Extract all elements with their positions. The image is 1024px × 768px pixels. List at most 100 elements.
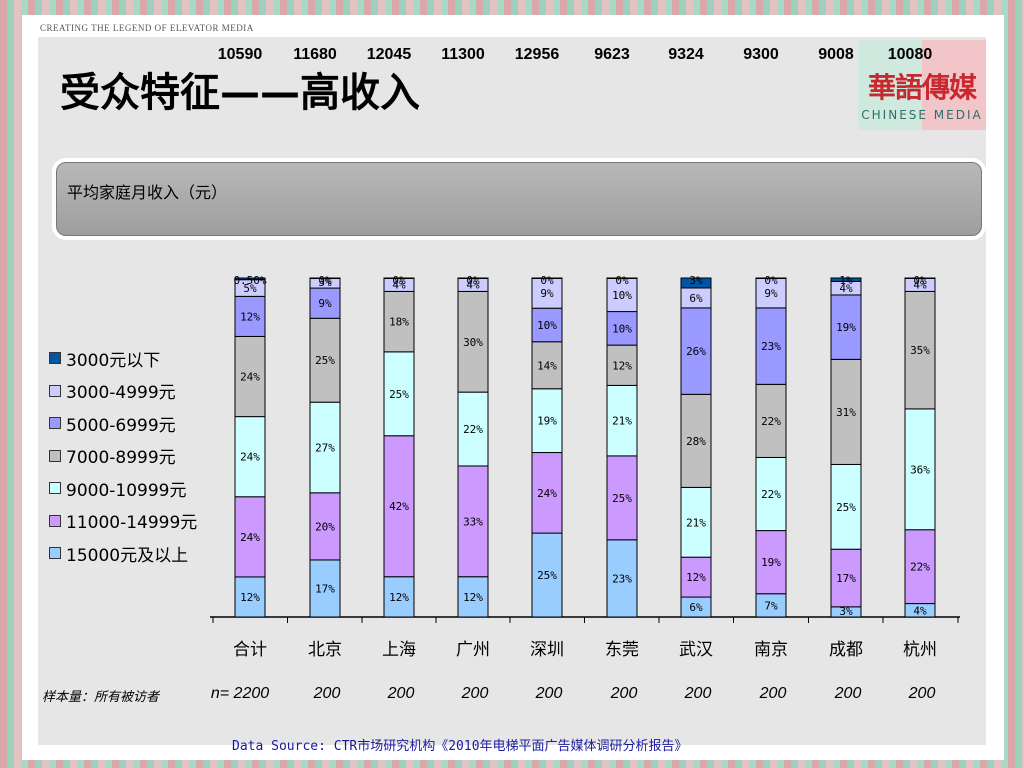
- bar-segment: [531, 532, 563, 618]
- bar-segment: [234, 277, 266, 281]
- data-label: 12%: [389, 591, 409, 604]
- data-label: 20%: [315, 520, 335, 533]
- data-label: 0%: [764, 274, 778, 287]
- sample-size: 200: [461, 685, 489, 702]
- legend-item: 3000-4999元: [49, 375, 197, 408]
- data-label: 24%: [240, 451, 260, 464]
- bar-segment: [383, 290, 415, 353]
- sample-size: 200: [908, 685, 936, 702]
- legend-swatch: [49, 384, 61, 397]
- sample-size: 200: [684, 685, 712, 702]
- data-label: 6%: [689, 601, 703, 614]
- bar-segment: [606, 539, 638, 618]
- category-label: 东莞: [605, 640, 639, 660]
- bar-segment: [383, 277, 415, 279]
- income-value: 12956: [514, 46, 560, 63]
- bar-segment: [309, 559, 341, 618]
- bar-segment: [531, 277, 563, 309]
- income-value: 12045: [366, 46, 412, 63]
- bar-segment: [606, 277, 638, 279]
- bar-segment: [755, 307, 787, 385]
- data-label: 7%: [764, 599, 778, 612]
- legend-swatch: [49, 417, 61, 430]
- data-label: 9%: [318, 297, 332, 310]
- bar-segment: [830, 277, 862, 282]
- data-label: 24%: [240, 371, 260, 384]
- data-label: 0%: [540, 274, 554, 287]
- bar-segment: [830, 358, 862, 465]
- page-title: 受众特征——高收入: [60, 70, 420, 116]
- legend-item: 9000-10999元: [49, 472, 197, 505]
- sample-label: 样本量：所有被访者: [42, 690, 160, 705]
- logo-english-text: CHINESE MEDIA: [861, 108, 983, 122]
- data-label: 9%: [764, 287, 778, 300]
- data-label: 19%: [761, 556, 781, 569]
- sample-size: 200: [759, 685, 787, 702]
- data-label: 4%: [392, 279, 406, 292]
- legend-swatch: [49, 482, 61, 495]
- legend-label: 15000元及以上: [66, 545, 189, 566]
- legend-label: 7000-8999元: [66, 448, 176, 469]
- legend-item: 5000-6999元: [49, 407, 197, 440]
- data-label: 4%: [466, 279, 480, 292]
- bar-segment: [457, 465, 489, 578]
- category-label: 深圳: [530, 640, 564, 660]
- legend-swatch: [49, 352, 61, 365]
- data-label: 25%: [389, 388, 409, 401]
- data-label: 19%: [537, 415, 557, 428]
- sample-size: n= 2200: [210, 685, 270, 702]
- category-label: 北京: [308, 640, 342, 660]
- legend-item: 11000-14999元: [49, 505, 197, 538]
- data-label: 3%: [689, 274, 703, 287]
- data-label: 12%: [612, 359, 632, 372]
- income-value: 9623: [594, 46, 630, 63]
- legend-label: 9000-10999元: [66, 480, 187, 501]
- data-label: 4%: [913, 279, 927, 292]
- category-label: 杭州: [903, 640, 937, 660]
- category-label: 上海: [382, 640, 416, 660]
- data-label: 4%: [913, 604, 927, 617]
- data-label: 33%: [463, 515, 483, 528]
- data-label: 10%: [612, 289, 632, 302]
- data-label: 10%: [612, 322, 632, 335]
- legend-item: 15000元及以上: [49, 537, 197, 570]
- bar-segment: [755, 383, 787, 458]
- bar-segment: [755, 456, 787, 532]
- bar-segment: [755, 277, 787, 309]
- income-value: 9300: [743, 46, 779, 63]
- chart-legend: 3000元以下 3000-4999元 5000-6999元 7000-8999元 900…: [49, 342, 197, 570]
- data-label: 21%: [686, 516, 706, 529]
- sample-size: 200: [387, 685, 415, 702]
- data-label: 0%: [392, 274, 406, 287]
- bar-segment: [904, 277, 936, 279]
- bar-segment: [606, 344, 638, 386]
- data-label: 25%: [612, 492, 632, 505]
- data-label: 12%: [463, 591, 483, 604]
- bar-segment: [309, 277, 341, 279]
- bar-segment: [383, 435, 415, 578]
- legend-label: 5000-6999元: [66, 415, 176, 436]
- data-label: 6%: [689, 292, 703, 305]
- income-box: 平均家庭月收入（元）: [52, 158, 986, 240]
- bar-segment: [904, 290, 936, 410]
- data-label: 31%: [836, 406, 856, 419]
- sample-size: 200: [610, 685, 638, 702]
- bar-segment: [606, 277, 638, 313]
- data-label: 14%: [537, 359, 557, 372]
- data-label: 1%: [839, 274, 853, 287]
- data-label: 0.50%: [233, 274, 266, 287]
- bar-segment: [680, 556, 712, 598]
- income-label: 平均家庭月收入（元）: [67, 183, 228, 202]
- content-panel: [38, 37, 986, 745]
- data-label: 10%: [537, 319, 557, 332]
- income-value: 11300: [441, 46, 485, 63]
- category-label: 武汉: [679, 640, 713, 660]
- data-label: 9%: [540, 287, 554, 300]
- bar-segment: [680, 307, 712, 395]
- bar-segment: [309, 492, 341, 561]
- bar-segment: [606, 384, 638, 457]
- data-label: 3%: [318, 276, 332, 289]
- data-label: 12%: [240, 591, 260, 604]
- data-label: 22%: [910, 561, 930, 574]
- bar-segment: [680, 277, 712, 289]
